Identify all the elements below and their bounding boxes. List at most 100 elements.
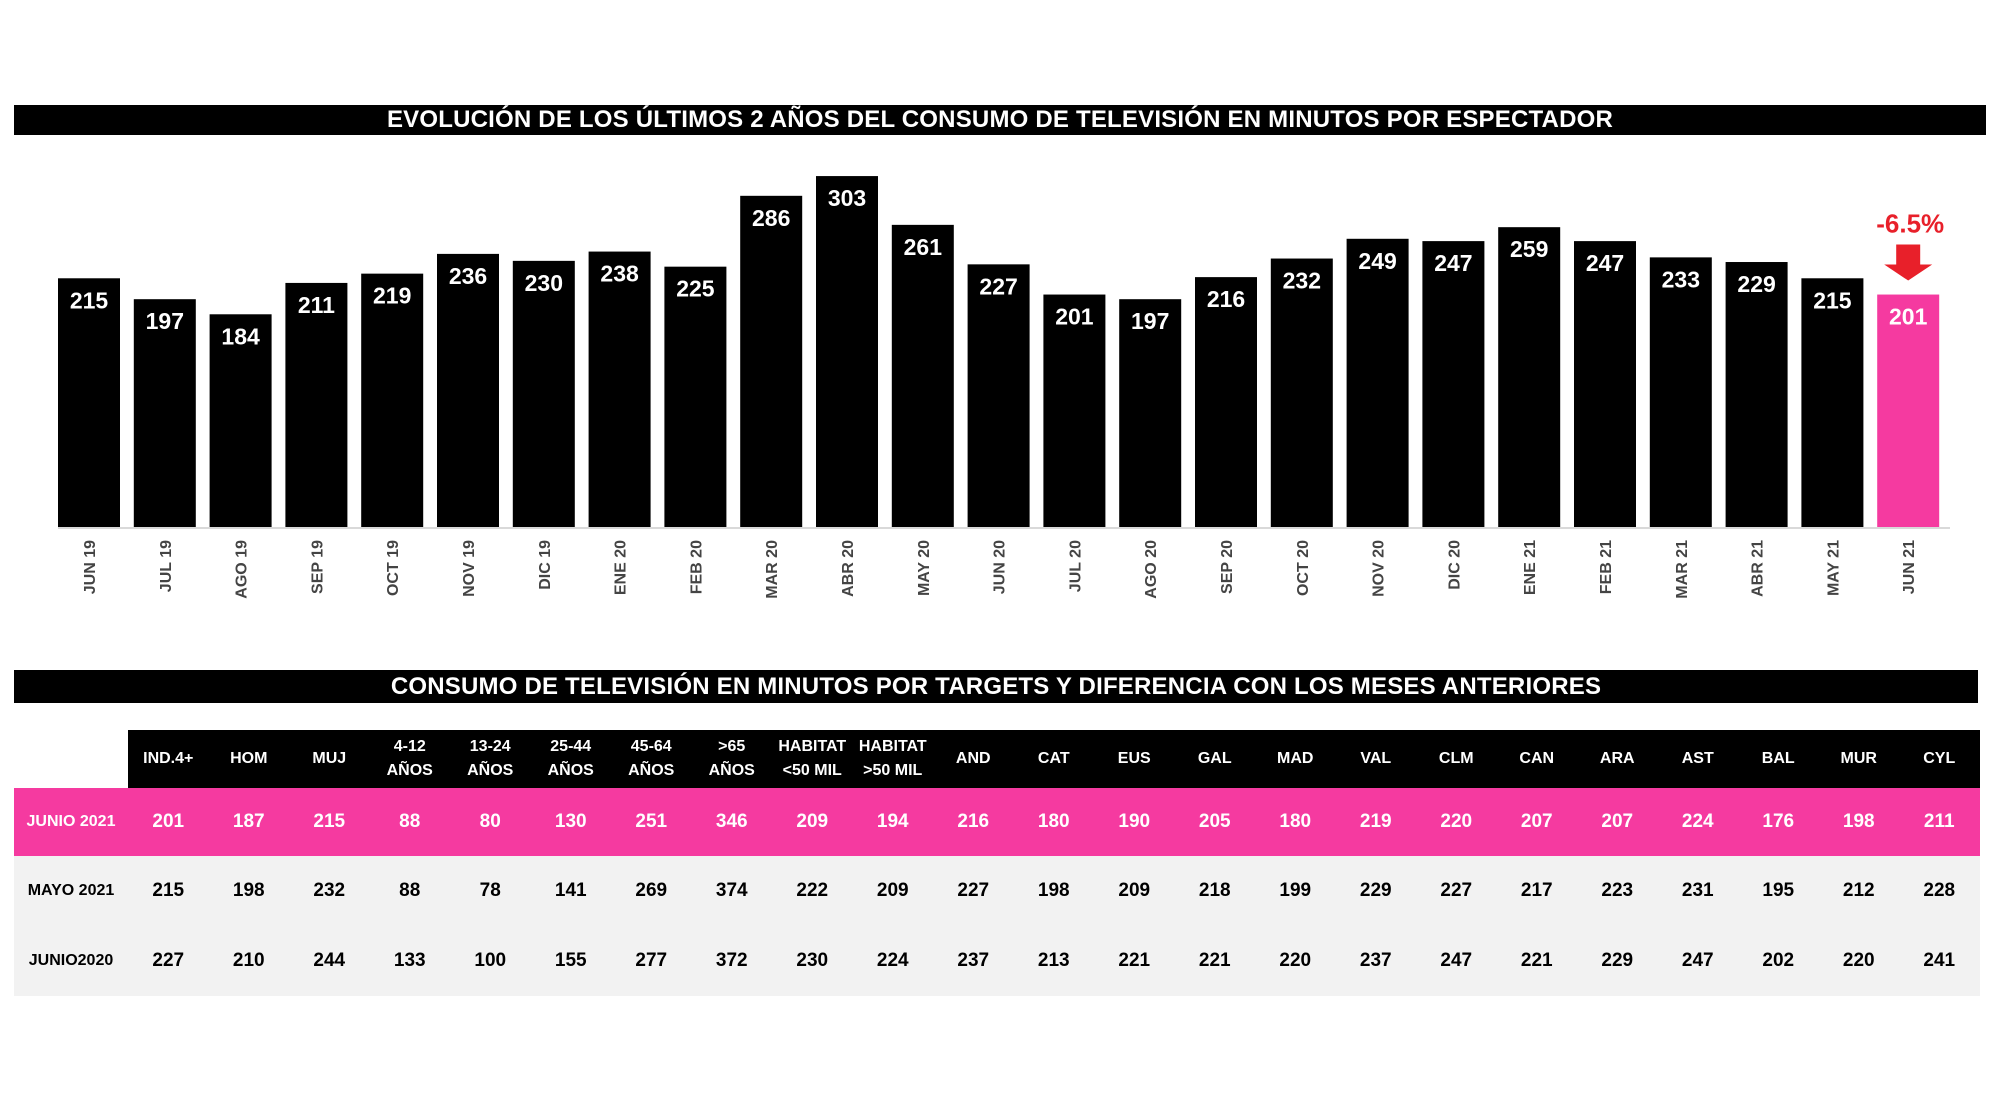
column-header: >65 AÑOS: [691, 730, 772, 788]
table-cell: 221: [1174, 926, 1255, 996]
row-label: JUNIO 2021: [14, 788, 128, 856]
table-cell: 130: [530, 788, 611, 856]
bar-value-sep-19: 211: [298, 292, 335, 318]
bar-value-nov-20: 249: [1358, 248, 1396, 274]
table-cell: 78: [450, 856, 531, 926]
tick-label-mar-20: MAR 20: [764, 540, 781, 599]
table-cell: 133: [369, 926, 450, 996]
table-cell: 241: [1899, 926, 1980, 996]
table-cell: 244: [289, 926, 370, 996]
column-header: MUR: [1818, 730, 1899, 788]
targets-table: IND.4+ HOM MUJ 4-12 AÑOS 13-24 AÑOS 25-44 AÑO…: [14, 730, 1980, 996]
column-header: 13-24 AÑOS: [450, 730, 531, 788]
table-row: MAYO 2021 215 198 232 88 78 141 269 374 222 209 227…: [14, 856, 1980, 926]
column-header: MAD: [1255, 730, 1336, 788]
table-cell: 190: [1094, 788, 1175, 856]
table-cell: 237: [1335, 926, 1416, 996]
bar-abr-20: [816, 176, 878, 529]
chart-title: EVOLUCIÓN DE LOS ÚLTIMOS 2 AÑOS DEL CONS…: [14, 105, 1986, 135]
table-cell: 229: [1335, 856, 1416, 926]
table-body: JUNIO 2021 201 187 215 88 80 130 251 346 209 194 21…: [14, 788, 1980, 996]
bar-mar-21: [1649, 257, 1712, 528]
table-title: CONSUMO DE TELEVISIÓN EN MINUTOS POR TAR…: [14, 670, 1978, 703]
column-header: 45-64 AÑOS: [611, 730, 692, 788]
table-cell: 209: [772, 788, 853, 856]
tick-label-feb-20: FEB 20: [688, 540, 705, 594]
bar-value-jul-20: 201: [1055, 304, 1094, 330]
bar-value-dic-20: 247: [1434, 250, 1472, 276]
bar-may-20: [891, 224, 954, 528]
bar-mar-20: [740, 195, 803, 528]
bar-dic-19: [512, 260, 575, 528]
bar-jul-20: [1043, 294, 1106, 528]
column-header: AND: [933, 730, 1014, 788]
bar-value-ene-21: 259: [1510, 236, 1548, 262]
table-cell: 221: [1496, 926, 1577, 996]
bar-oct-20: [1270, 258, 1333, 528]
table-cell: 220: [1255, 926, 1336, 996]
column-header: CLM: [1416, 730, 1497, 788]
table-cell: 210: [208, 926, 289, 996]
bar-dic-20: [1422, 241, 1485, 528]
table-cell: 187: [208, 788, 289, 856]
bar-sep-20: [1195, 277, 1257, 528]
table-cell: 247: [1416, 926, 1497, 996]
table-cell: 251: [611, 788, 692, 856]
column-header: VAL: [1335, 730, 1416, 788]
bar-jun-20: [967, 264, 1030, 528]
table-cell: 227: [933, 856, 1014, 926]
tick-label-jun-20: JUN 20: [992, 540, 1009, 594]
table-cell: 199: [1255, 856, 1336, 926]
row-label: JUNIO2020: [14, 926, 128, 996]
table-row: JUNIO 2021 201 187 215 88 80 130 251 346 209 194 21…: [14, 788, 1980, 856]
table-cell: 228: [1899, 856, 1980, 926]
tick-label-jun-19: JUN 19: [82, 540, 99, 594]
bar-value-mar-20: 286: [752, 205, 790, 231]
column-header: CAN: [1496, 730, 1577, 788]
delta-label: -6.5%: [1876, 209, 1944, 239]
tick-label-ago-20: AGO 20: [1143, 540, 1160, 599]
bar-value-ago-19: 184: [221, 323, 260, 349]
table-cell: 224: [1657, 788, 1738, 856]
tick-label-sep-19: SEP 19: [309, 540, 326, 594]
tick-label-nov-20: NOV 20: [1371, 540, 1388, 597]
table-cell: 220: [1416, 788, 1497, 856]
table-cell: 207: [1496, 788, 1577, 856]
bar-ago-19: [209, 314, 272, 528]
tick-label-may-21: MAY 21: [1825, 540, 1842, 596]
bar-value-ene-20: 238: [600, 261, 639, 287]
table-cell: 222: [772, 856, 853, 926]
bar-nov-19: [437, 253, 499, 528]
table-cell: 231: [1657, 856, 1738, 926]
table-cell: 227: [128, 926, 209, 996]
bar-value-feb-20: 225: [676, 276, 715, 302]
bar-chart: 215 JUN 19 197 JUL 19 184 AGO 19 211 SEP 19 219 O…: [58, 176, 1950, 599]
bars-layer: 215 JUN 19 197 JUL 19 184 AGO 19 211 SEP 19 219 O…: [58, 176, 1940, 599]
column-header: ARA: [1577, 730, 1658, 788]
table-cell: 269: [611, 856, 692, 926]
bar-oct-19: [361, 273, 424, 528]
bar-ago-20: [1119, 299, 1182, 528]
tick-label-ago-19: AGO 19: [234, 540, 251, 599]
table-cell: 213: [1013, 926, 1094, 996]
tick-label-may-20: MAY 20: [916, 540, 933, 596]
bar-value-may-20: 261: [904, 234, 943, 260]
table-cell: 100: [450, 926, 531, 996]
table-cell: 218: [1174, 856, 1255, 926]
tick-label-jul-20: JUL 20: [1067, 540, 1084, 592]
column-header: AST: [1657, 730, 1738, 788]
table-cell: 237: [933, 926, 1014, 996]
bar-value-jun-20: 227: [979, 273, 1017, 299]
tick-label-jul-19: JUL 19: [158, 540, 175, 592]
tick-label-nov-19: NOV 19: [461, 540, 478, 597]
table-cell: 88: [369, 856, 450, 926]
tick-label-abr-21: ABR 21: [1750, 540, 1767, 597]
tick-label-jun-21: JUN 21: [1901, 540, 1918, 594]
table-cell: 277: [611, 926, 692, 996]
bar-feb-20: [664, 266, 727, 528]
column-header: CYL: [1899, 730, 1980, 788]
table-header-row: IND.4+ HOM MUJ 4-12 AÑOS 13-24 AÑOS 25-44 AÑO…: [14, 730, 1980, 788]
down-arrow-icon: [1884, 244, 1933, 281]
bar-value-oct-20: 232: [1283, 268, 1321, 294]
table-cell: 221: [1094, 926, 1175, 996]
